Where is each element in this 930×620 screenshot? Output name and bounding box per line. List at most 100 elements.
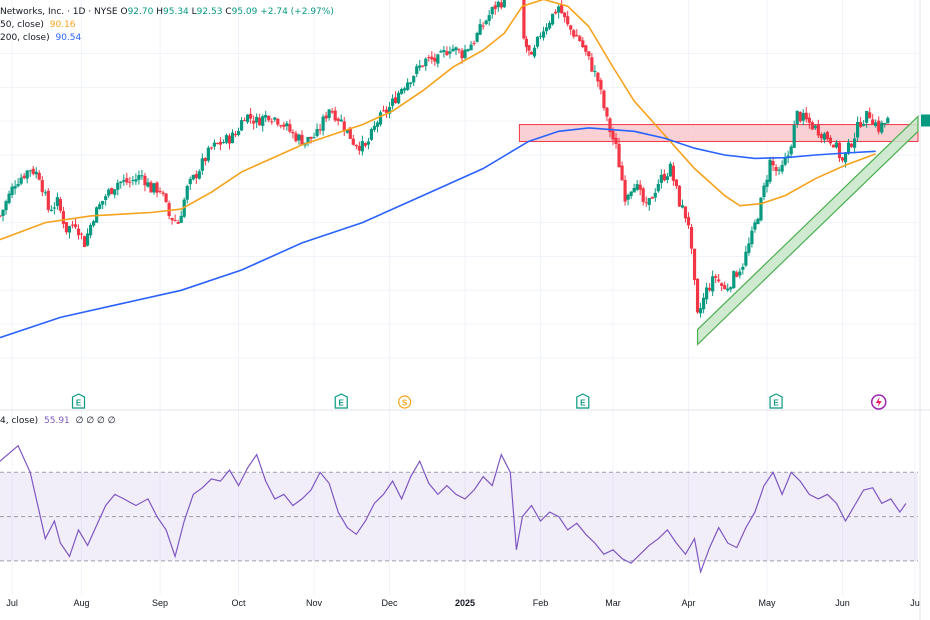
candle-body <box>73 224 78 228</box>
candle-body <box>584 45 588 52</box>
candle-body <box>215 143 220 145</box>
candle-body <box>101 200 105 205</box>
candle-body <box>113 189 117 195</box>
candle-body <box>783 158 787 165</box>
candle-body <box>786 155 790 158</box>
candle-body <box>369 129 374 140</box>
candle-body <box>756 218 760 225</box>
x-tick-label: May <box>759 598 777 608</box>
candle-body <box>167 203 171 217</box>
candle-body <box>529 51 534 55</box>
x-tick-label: Apr <box>681 598 695 608</box>
candle-body <box>457 49 461 51</box>
moving-averages <box>0 0 876 339</box>
candle-body <box>524 38 529 47</box>
x-tick-label: Jul <box>6 598 18 608</box>
earnings-marker <box>71 393 86 409</box>
candle-body <box>753 222 757 230</box>
candle-body <box>427 57 431 59</box>
candle-body <box>677 185 682 207</box>
candle-body <box>493 5 497 9</box>
rsi-label: 4, close) <box>0 416 39 426</box>
candle-body <box>70 224 75 226</box>
candle-body <box>52 207 56 209</box>
candle-body <box>134 179 138 182</box>
candle-body <box>261 116 265 126</box>
candle-body <box>40 180 44 193</box>
candle-body <box>810 122 814 130</box>
candle-body <box>780 164 784 172</box>
candle-body <box>581 40 585 48</box>
candle-body <box>67 226 72 233</box>
candle-body <box>397 92 401 104</box>
candle-body <box>828 137 833 144</box>
candle-body <box>439 51 443 53</box>
candle-body <box>671 165 676 181</box>
candle-body <box>849 143 854 147</box>
rsi-line <box>0 444 907 575</box>
candle-body <box>387 106 392 114</box>
candle-body <box>680 205 685 208</box>
candle-body <box>701 297 706 310</box>
candle-body <box>695 278 700 313</box>
candle-body <box>605 107 609 117</box>
rsi-extra-values: ∅ ∅ ∅ ∅ <box>75 416 116 426</box>
candle-body <box>575 34 579 37</box>
candle-body <box>557 6 561 13</box>
candle-body <box>264 114 268 118</box>
candle-body <box>620 165 624 181</box>
candle-body <box>218 141 223 145</box>
ma50-legend[interactable]: 50, close) 90.16 <box>0 20 76 30</box>
candle-body <box>448 51 452 54</box>
candle-body <box>720 283 724 287</box>
ma200-legend[interactable]: 200, close) 90.54 <box>0 33 81 43</box>
candle-body <box>825 131 830 140</box>
candle-body <box>381 110 386 112</box>
x-axis: Jul Aug Sep Oct Nov Dec 2025 Feb Mar Apr May Jun Ju <box>6 598 919 608</box>
candle-body <box>738 271 742 276</box>
candle-body <box>801 113 805 121</box>
candle-body <box>726 288 730 291</box>
candle-body <box>856 122 860 138</box>
candle-body <box>224 135 229 143</box>
candle-body <box>840 157 845 161</box>
candle-body <box>13 186 17 189</box>
event-marker-label: E <box>339 399 345 408</box>
candle-body <box>146 182 150 187</box>
candle-body <box>318 129 322 131</box>
candle-body <box>203 157 207 162</box>
x-tick-label: Dec <box>382 598 399 608</box>
candle-body <box>466 49 470 52</box>
candle-body <box>400 89 404 94</box>
candle-body <box>819 134 823 139</box>
candle-body <box>578 36 582 42</box>
candle-body <box>372 125 377 130</box>
candle-body <box>883 123 887 125</box>
candles <box>0 0 890 318</box>
symbol-title: Networks, Inc. · 1D · NYSE <box>0 7 118 17</box>
candle-body <box>107 189 111 196</box>
candle-body <box>384 109 389 113</box>
split-marker <box>398 395 412 409</box>
candle-body <box>837 142 842 159</box>
candle-body <box>472 42 476 44</box>
candle-body <box>750 230 754 245</box>
candle-body <box>587 51 591 57</box>
candle-body <box>759 197 763 221</box>
candle-body <box>55 197 59 206</box>
candle-body <box>747 243 751 253</box>
candle-body <box>496 1 500 8</box>
candle-body <box>813 125 817 129</box>
rsi-legend[interactable]: 4, close) 55.91 ∅ ∅ ∅ ∅ <box>0 416 116 426</box>
candle-body <box>252 120 256 124</box>
candle-body <box>563 12 567 18</box>
candle-body <box>762 185 766 198</box>
candle-body <box>16 183 20 187</box>
candle-body <box>484 20 488 25</box>
candle-body <box>4 201 8 211</box>
candle-body <box>333 110 337 121</box>
candle-body <box>197 171 201 179</box>
candle-body <box>421 65 425 67</box>
candle-body <box>614 137 618 144</box>
